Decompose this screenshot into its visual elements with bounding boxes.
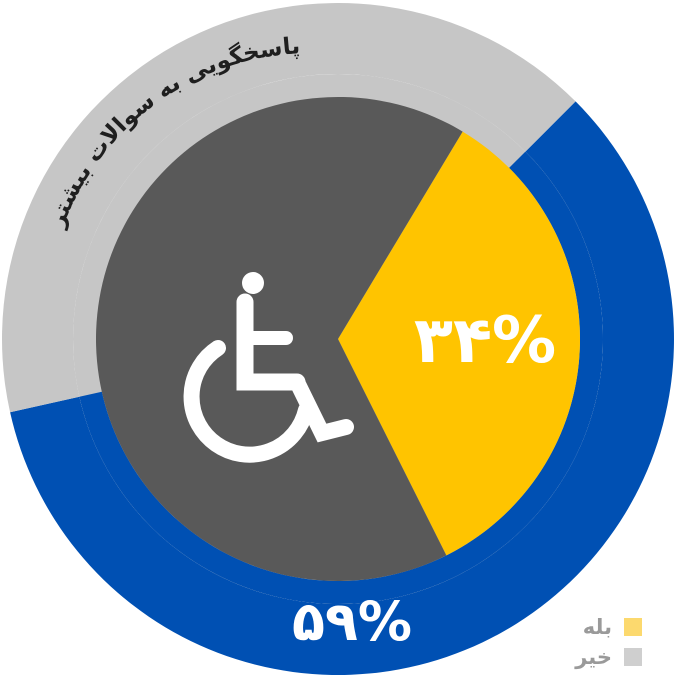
wheelchair-icon [183, 272, 354, 463]
inner-slice-label-yes: ۳۴% [414, 304, 556, 378]
legend-swatch-no [624, 648, 642, 666]
outer-ring-slice-0 [10, 101, 674, 676]
legend-label-yes: بله [582, 615, 612, 639]
inner-pie-slice-0 [338, 131, 580, 556]
legend-swatch-yes [624, 618, 642, 636]
legend: بله خیر [532, 612, 642, 672]
ring-inner-band-yes [79, 151, 604, 604]
legend-label-no: خیر [575, 645, 612, 669]
legend-item-no: خیر [532, 642, 642, 672]
outer-slice-label-yes: ۵۹% [292, 590, 412, 653]
outer-ring-slice-1 [2, 2, 576, 413]
legend-item-yes: بله [532, 612, 642, 642]
